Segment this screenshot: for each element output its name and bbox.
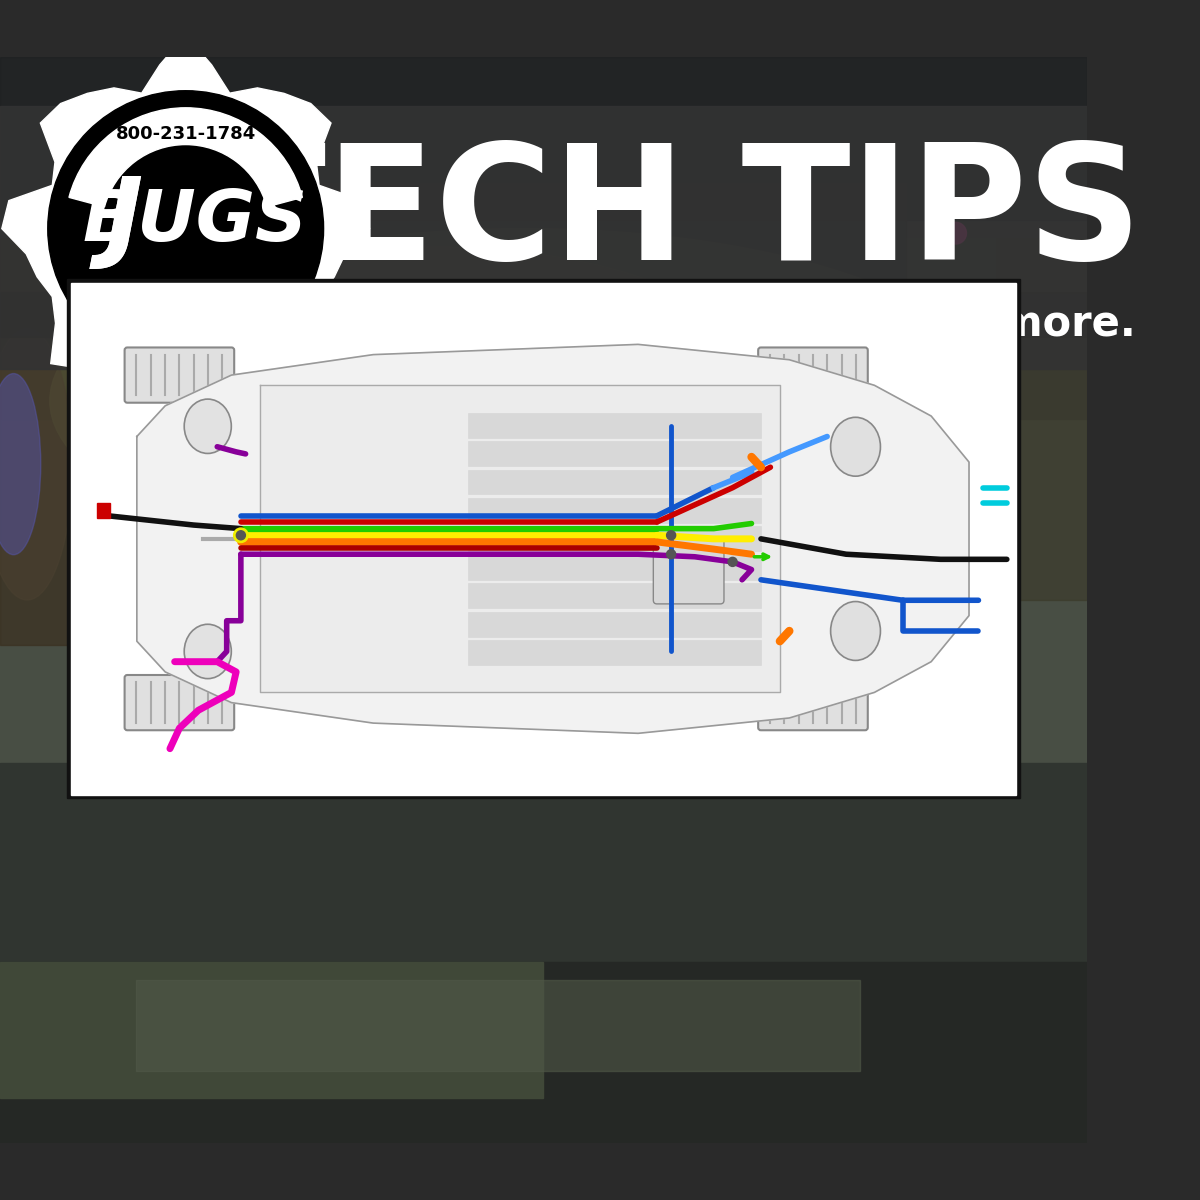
Ellipse shape xyxy=(185,624,232,679)
Bar xyxy=(468,442,761,466)
Circle shape xyxy=(667,530,676,540)
Bar xyxy=(996,238,1087,600)
Bar xyxy=(0,56,1087,283)
Circle shape xyxy=(234,528,248,542)
Ellipse shape xyxy=(0,329,72,600)
Bar xyxy=(468,583,761,608)
Circle shape xyxy=(667,550,676,559)
Bar xyxy=(468,640,761,665)
Text: 800-231-1784: 800-231-1784 xyxy=(115,125,256,143)
Bar xyxy=(0,292,1087,337)
Text: Tutorials, Videos, Diagrams, and more.: Tutorials, Videos, Diagrams, and more. xyxy=(222,302,1136,344)
Text: JBugs.com: JBugs.com xyxy=(113,289,259,313)
Ellipse shape xyxy=(50,229,1001,572)
Bar xyxy=(0,962,544,1098)
Polygon shape xyxy=(137,344,970,733)
Wedge shape xyxy=(68,108,302,206)
Bar xyxy=(0,962,1087,1144)
Bar xyxy=(468,527,761,551)
Text: J: J xyxy=(106,173,143,270)
Bar xyxy=(97,504,110,518)
Bar xyxy=(468,413,761,438)
Ellipse shape xyxy=(118,247,751,500)
Bar xyxy=(0,763,1087,1144)
Bar xyxy=(468,469,761,494)
Bar xyxy=(0,238,1087,419)
FancyBboxPatch shape xyxy=(125,674,234,731)
FancyBboxPatch shape xyxy=(758,348,868,403)
Bar xyxy=(199,184,906,292)
Ellipse shape xyxy=(185,400,232,454)
Bar xyxy=(0,107,1087,370)
Text: J: J xyxy=(106,173,143,270)
Text: TECH TIPS: TECH TIPS xyxy=(217,138,1142,293)
Text: BUGS: BUGS xyxy=(83,187,307,256)
Polygon shape xyxy=(2,35,370,403)
Polygon shape xyxy=(259,385,780,692)
Ellipse shape xyxy=(0,373,41,554)
Ellipse shape xyxy=(830,601,881,660)
FancyBboxPatch shape xyxy=(653,538,724,604)
Bar xyxy=(468,612,761,636)
Circle shape xyxy=(728,557,737,566)
Bar xyxy=(71,283,1016,794)
Circle shape xyxy=(944,222,966,244)
Bar xyxy=(0,238,90,646)
Circle shape xyxy=(236,530,245,540)
Bar xyxy=(136,980,860,1072)
Bar xyxy=(468,498,761,523)
Bar xyxy=(0,56,1087,220)
Ellipse shape xyxy=(830,418,881,476)
FancyBboxPatch shape xyxy=(758,674,868,731)
Circle shape xyxy=(48,91,324,366)
Bar xyxy=(67,280,1020,798)
Bar xyxy=(468,554,761,580)
FancyBboxPatch shape xyxy=(125,348,234,403)
